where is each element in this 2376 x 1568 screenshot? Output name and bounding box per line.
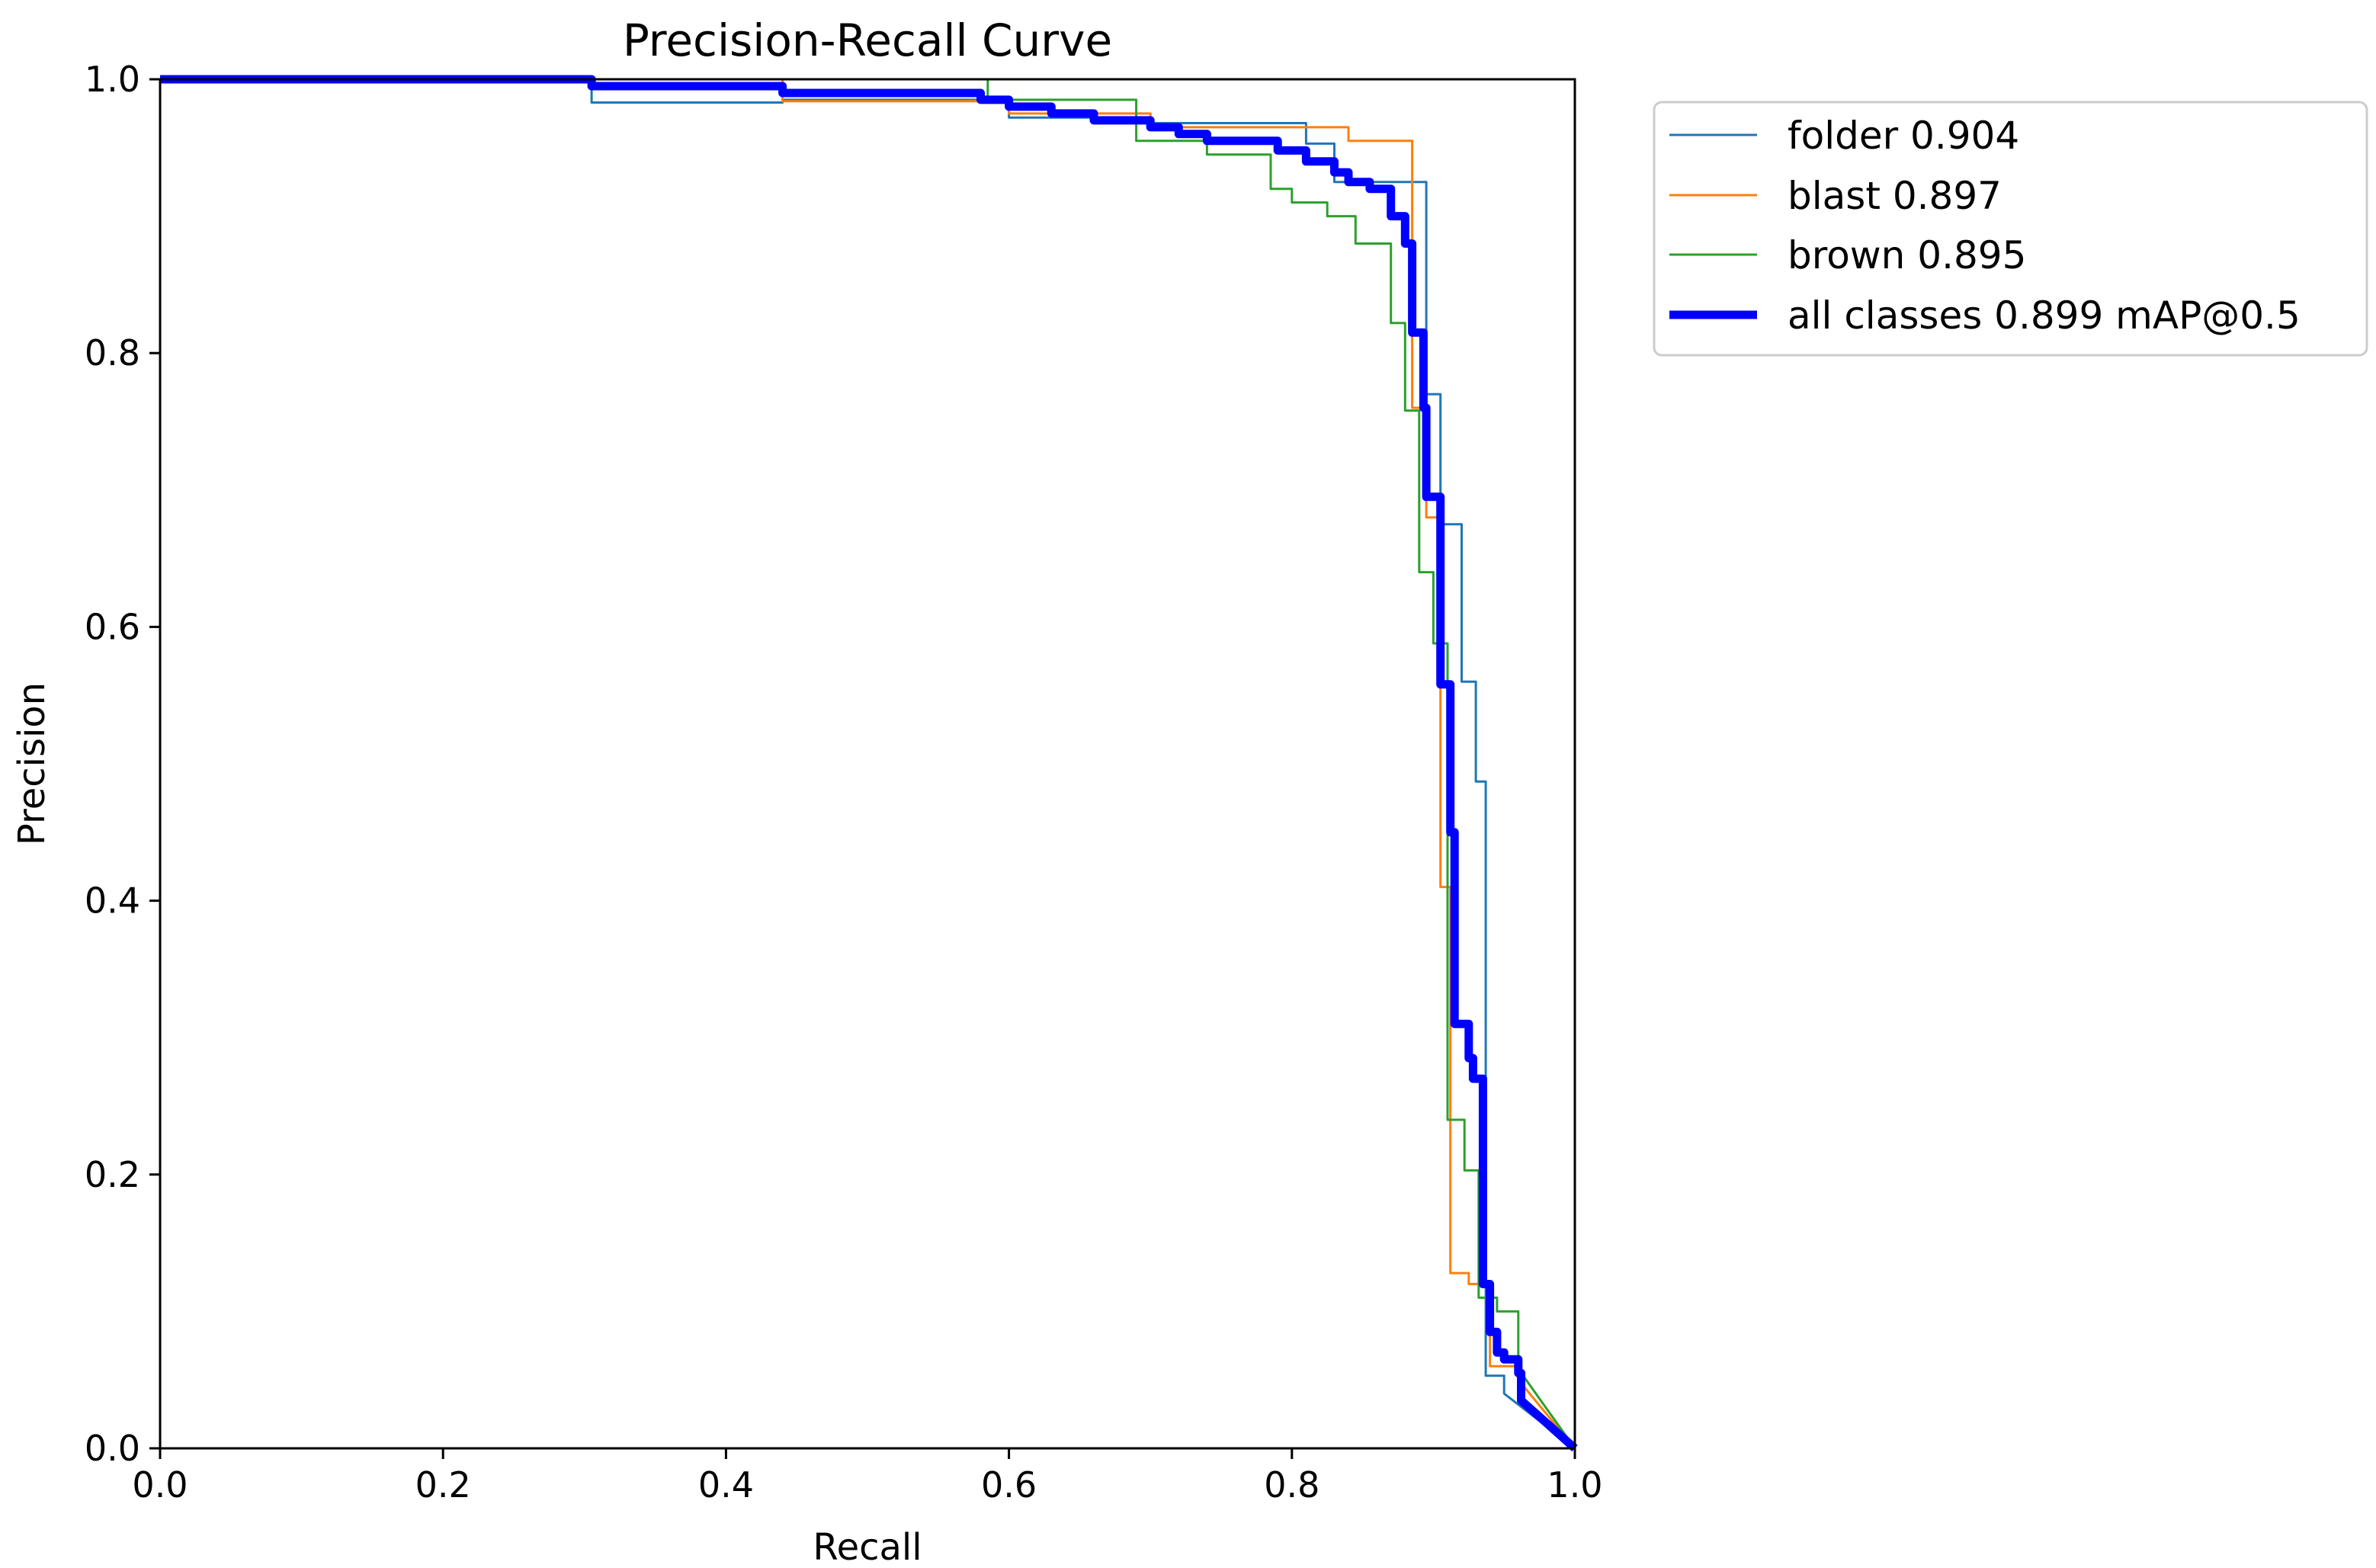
x-axis-label: Recall xyxy=(813,1526,922,1568)
x-tick-label: 0.8 xyxy=(1264,1464,1319,1505)
legend-label-1: blast 0.897 xyxy=(1788,174,2002,218)
series-line-3 xyxy=(160,75,1578,1452)
chart-title: Precision-Recall Curve xyxy=(623,14,1112,66)
series-line-0 xyxy=(160,78,1576,1450)
legend-label-2: brown 0.895 xyxy=(1788,233,2026,277)
tick-layer: 0.0 0.2 0.4 0.6 0.8 1.0 0.0 0.2 0.4 0.6 0.8 1.0 xyxy=(85,59,1603,1505)
y-tick-label: 0.0 xyxy=(85,1428,140,1469)
y-tick-label: 0.8 xyxy=(85,332,140,374)
legend-label-3: all classes 0.899 mAP@0.5 xyxy=(1788,293,2301,338)
series-line-2 xyxy=(160,78,1576,1449)
y-axis-label: Precision xyxy=(11,682,53,845)
series-layer xyxy=(160,75,1578,1452)
y-tick-label: 1.0 xyxy=(85,59,140,100)
legend-box xyxy=(1653,101,2368,357)
y-tick-label: 0.4 xyxy=(85,880,140,922)
x-tick-label: 1.0 xyxy=(1547,1464,1602,1505)
x-tick-label: 0.0 xyxy=(132,1464,188,1505)
y-tick-label: 0.2 xyxy=(85,1154,140,1195)
legend: folder 0.904 blast 0.897 brown 0.895 all cl… xyxy=(1653,101,2368,357)
y-tick-label: 0.6 xyxy=(85,606,140,647)
x-tick-label: 0.6 xyxy=(981,1464,1037,1505)
plot-frame xyxy=(159,78,1576,1450)
x-tick-label: 0.2 xyxy=(415,1464,471,1505)
legend-label-0: folder 0.904 xyxy=(1788,114,2019,158)
legend-entries: folder 0.904 blast 0.897 brown 0.895 all cl… xyxy=(1669,114,2301,338)
x-tick-label: 0.4 xyxy=(698,1464,754,1505)
